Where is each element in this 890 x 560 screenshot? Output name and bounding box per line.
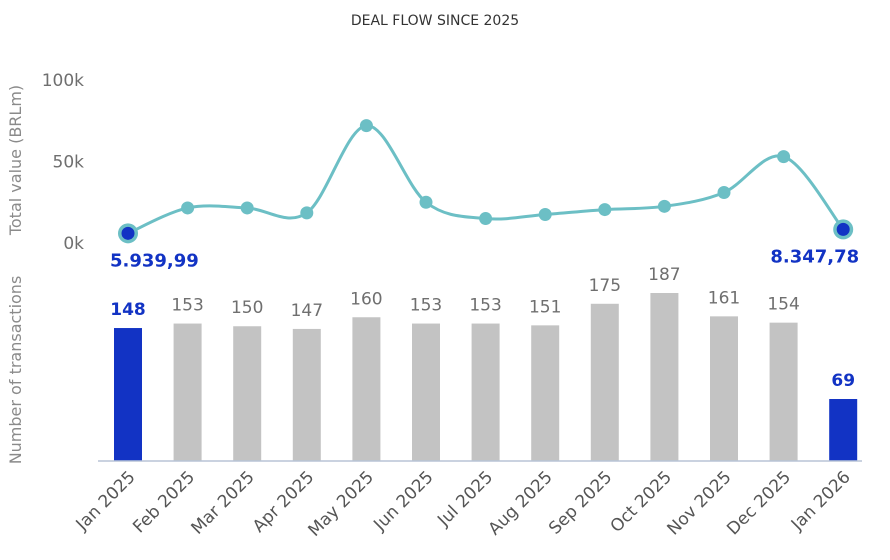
bar-value-label: 150 <box>231 298 263 318</box>
x-tick-label: Dec 2025 <box>723 467 795 539</box>
bar-value-label: 153 <box>171 296 203 316</box>
bar-value-label: 69 <box>831 371 855 391</box>
bar-value-label: 160 <box>350 289 382 309</box>
line-y-ticks: 0k 50k 100k <box>42 71 84 254</box>
bar-nov-2025 <box>710 316 738 461</box>
bar-series <box>114 293 858 461</box>
bar-value-label: 147 <box>291 301 323 321</box>
line-y-tick-label: 100k <box>42 71 84 91</box>
bar-apr-2025 <box>292 328 321 461</box>
bar-value-label: 148 <box>110 300 146 320</box>
bar-oct-2025 <box>650 293 679 461</box>
value-point <box>479 212 493 226</box>
x-tick-label: Mar 2025 <box>187 467 258 538</box>
bar-jun-2025 <box>412 323 440 461</box>
bar-data-labels: 148 153 150 147 160 153 153 151 175 187 161 154 69 <box>110 265 855 391</box>
bar-value-label: 161 <box>708 288 740 308</box>
value-point <box>717 185 731 199</box>
value-point <box>181 201 195 215</box>
bar-value-label: 187 <box>648 265 680 285</box>
bar-value-label: 154 <box>767 295 799 315</box>
value-point <box>240 201 254 215</box>
bar-value-label: 153 <box>410 296 442 316</box>
line-y-axis-label: Total value (BRLm) <box>6 85 25 236</box>
value-point <box>419 195 433 209</box>
total-value-labels: 5.939,99 8.347,78 <box>110 246 859 271</box>
bar-jan-2026 <box>829 399 858 461</box>
bar-feb-2025 <box>173 323 202 461</box>
x-tick-label: May 2025 <box>305 467 378 540</box>
bar-dec-2025 <box>769 322 798 461</box>
value-point <box>538 207 552 221</box>
bar-jan-2025 <box>114 328 142 461</box>
bar-aug-2025 <box>531 325 560 461</box>
bar-value-label: 153 <box>469 296 501 316</box>
bar-may-2025 <box>352 317 381 461</box>
x-tick-label: Jan 2026 <box>787 467 855 535</box>
value-point <box>359 119 373 133</box>
bar-value-label: 151 <box>529 297 561 317</box>
bar-mar-2025 <box>233 326 262 461</box>
total-value-points <box>118 119 854 244</box>
x-tick-label: Sep 2025 <box>545 467 616 538</box>
value-point-highlight <box>836 222 850 236</box>
chart-title: DEAL FLOW SINCE 2025 <box>351 13 519 29</box>
line-y-tick-label: 0k <box>63 234 84 254</box>
value-highlight-label: 8.347,78 <box>770 246 859 267</box>
x-tick-label: Nov 2025 <box>664 467 736 539</box>
x-tick-label: Jun 2025 <box>369 467 437 535</box>
line-y-tick-label: 50k <box>53 153 85 173</box>
bar-jul-2025 <box>471 323 500 461</box>
value-point <box>657 199 671 213</box>
bar-value-label: 175 <box>589 276 621 296</box>
value-point <box>598 203 612 217</box>
value-point <box>300 206 314 220</box>
bar-y-axis-label: Number of transactions <box>6 276 25 465</box>
x-tick-label: Aug 2025 <box>485 467 557 539</box>
bar-sep-2025 <box>590 303 619 461</box>
value-point-highlight <box>121 226 135 240</box>
x-tick-label: Jan 2025 <box>72 467 140 535</box>
value-highlight-label: 5.939,99 <box>110 250 199 271</box>
value-point <box>777 150 791 164</box>
